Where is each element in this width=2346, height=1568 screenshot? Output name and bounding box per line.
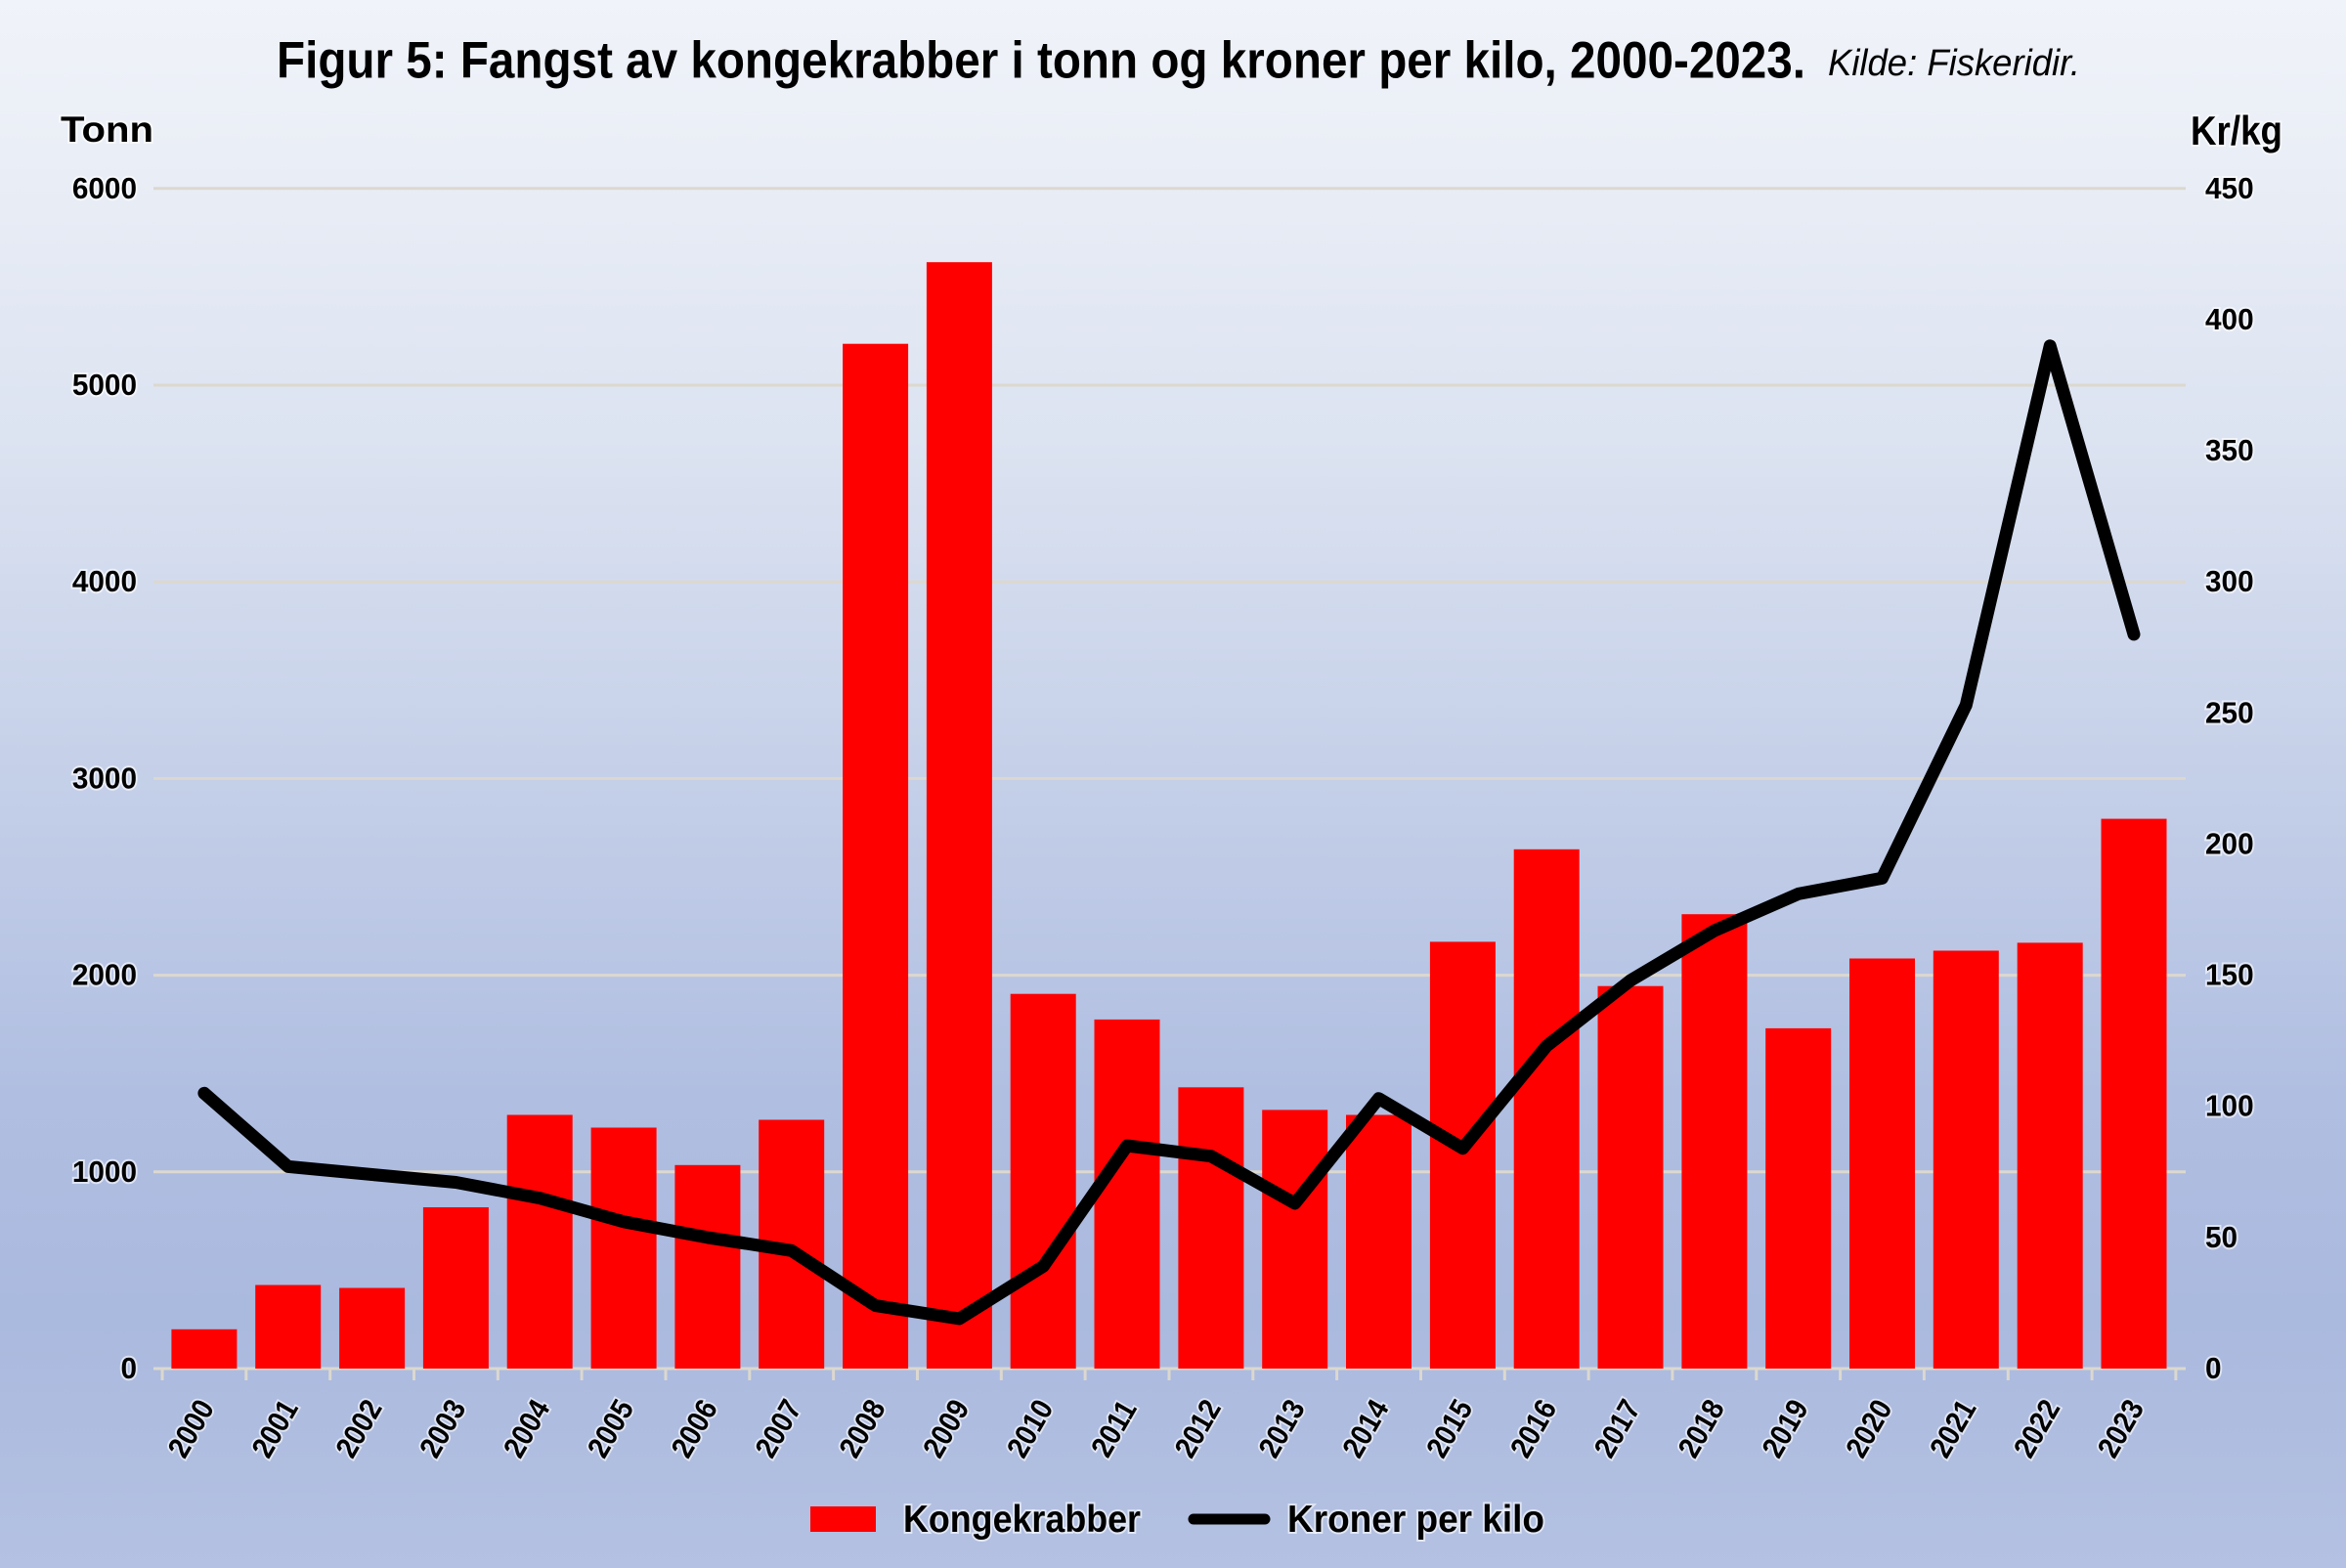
svg-text:350: 350: [2205, 434, 2254, 468]
svg-text:150: 150: [2205, 958, 2254, 992]
svg-text:Kr/kg: Kr/kg: [2191, 108, 2282, 153]
svg-text:0: 0: [120, 1351, 137, 1385]
svg-text:2000: 2000: [72, 958, 137, 992]
svg-text:1000: 1000: [72, 1154, 137, 1189]
svg-text:450: 450: [2205, 171, 2254, 205]
svg-text:5000: 5000: [72, 368, 137, 402]
svg-text:Kilde: Fiskeridir.: Kilde: Fiskeridir.: [1828, 43, 2080, 84]
svg-text:100: 100: [2205, 1089, 2254, 1123]
svg-text:Figur 5: Fangst av kongekrabbe: Figur 5: Fangst av kongekrabber i tonn o…: [277, 32, 1805, 90]
svg-text:300: 300: [2205, 565, 2254, 599]
svg-text:4000: 4000: [72, 565, 137, 599]
svg-text:Kroner per kilo: Kroner per kilo: [1287, 1499, 1544, 1541]
svg-text:400: 400: [2205, 302, 2254, 336]
svg-text:Kongekrabber: Kongekrabber: [903, 1499, 1141, 1541]
svg-text:3000: 3000: [72, 762, 137, 796]
svg-text:0: 0: [2205, 1351, 2222, 1385]
svg-text:50: 50: [2205, 1220, 2237, 1254]
svg-text:250: 250: [2205, 696, 2254, 730]
svg-text:Tonn: Tonn: [61, 109, 153, 150]
svg-text:6000: 6000: [72, 171, 137, 205]
svg-text:200: 200: [2205, 827, 2254, 861]
